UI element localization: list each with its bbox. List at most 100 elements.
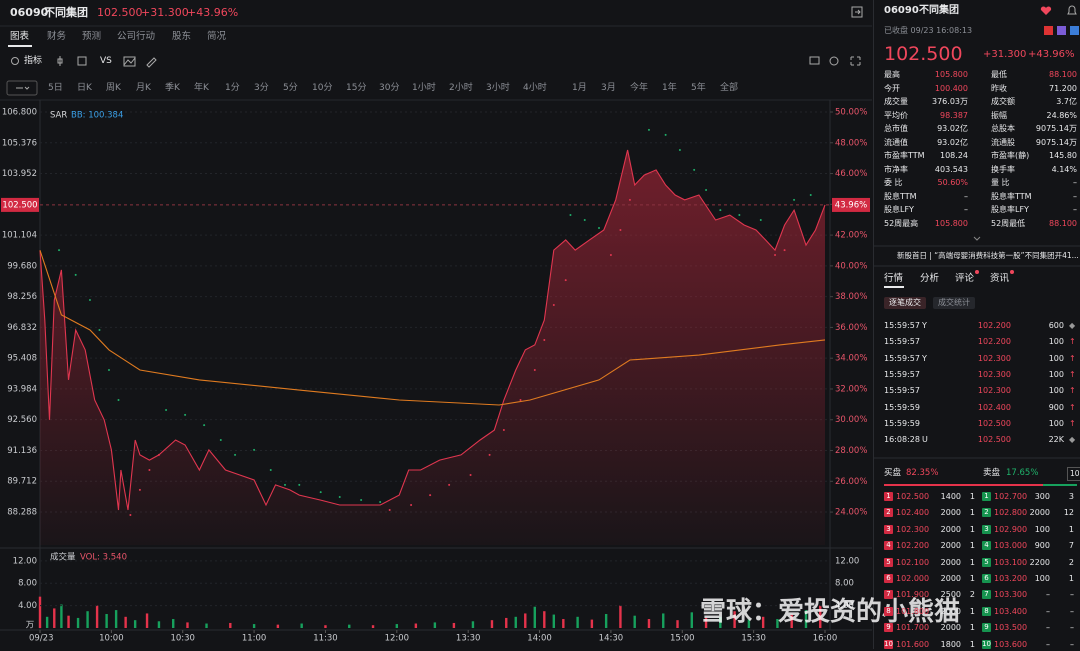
volume-bar bbox=[790, 614, 793, 628]
stat-label: 昨收 bbox=[991, 83, 1007, 93]
ask-volume: – bbox=[1046, 639, 1050, 649]
subtab[interactable]: 成交统计 bbox=[933, 297, 975, 309]
period-button[interactable]: 10分 bbox=[312, 83, 333, 93]
tab[interactable]: 预测 bbox=[82, 31, 102, 43]
period-button[interactable]: 30分 bbox=[379, 83, 400, 93]
subtab[interactable]: 逐笔成交 bbox=[884, 297, 926, 309]
stat-label: 成交额 bbox=[991, 97, 1015, 106]
period-button[interactable]: 日K bbox=[77, 83, 92, 93]
level-badge: 9 bbox=[982, 623, 991, 633]
stat-value: 145.80 bbox=[1049, 151, 1077, 160]
sar-dot bbox=[138, 488, 141, 491]
tab[interactable]: 财务 bbox=[47, 31, 67, 43]
trade-direction-icon: ↑ bbox=[1069, 337, 1076, 347]
stat-label: 流通股 bbox=[991, 137, 1015, 147]
ask-volume: – bbox=[1046, 606, 1050, 616]
volume-bar bbox=[761, 616, 765, 628]
y-tick-label: 96.832 bbox=[7, 323, 37, 333]
icon[interactable] bbox=[851, 6, 863, 18]
period-button[interactable]: 1年 bbox=[662, 83, 677, 93]
trade-price: 102.500 bbox=[977, 418, 1011, 428]
level-badge: 5 bbox=[982, 557, 991, 567]
period-button[interactable]: 1月 bbox=[572, 83, 587, 93]
period-button[interactable]: 5分 bbox=[283, 83, 298, 93]
sar-dot bbox=[157, 453, 160, 456]
sar-dot bbox=[719, 209, 722, 212]
panel-tab[interactable]: 行情 bbox=[884, 273, 904, 285]
level-badge: 1 bbox=[884, 492, 893, 501]
alert-icon[interactable] bbox=[1067, 5, 1077, 15]
depth-selector[interactable]: 10 bbox=[1067, 467, 1080, 481]
trade-direction-icon: ◆ bbox=[1069, 435, 1076, 445]
volume-bar bbox=[38, 596, 42, 628]
tab[interactable]: 图表 bbox=[10, 31, 30, 43]
period-button[interactable]: 季K bbox=[165, 83, 180, 93]
sar-dot bbox=[117, 399, 120, 402]
period-button[interactable]: 2小时 bbox=[449, 83, 473, 93]
period-button[interactable]: 月K bbox=[136, 83, 151, 93]
period-button[interactable]: 年K bbox=[194, 83, 209, 93]
volume-bar bbox=[471, 621, 475, 628]
period-button[interactable]: 1分 bbox=[225, 83, 240, 93]
volume-bar bbox=[747, 619, 751, 628]
expand-icon[interactable] bbox=[973, 236, 981, 241]
period-button[interactable]: 1小时 bbox=[412, 83, 436, 93]
sar-dot bbox=[388, 508, 391, 511]
trade-price: 102.300 bbox=[977, 386, 1011, 396]
period-button[interactable]: 5日 bbox=[48, 83, 63, 93]
y2-tick-label: 38.00% bbox=[835, 292, 867, 302]
tab[interactable]: 公司行动 bbox=[117, 31, 156, 43]
period-button[interactable]: 4小时 bbox=[523, 83, 547, 93]
panel-tab[interactable]: 分析 bbox=[920, 273, 940, 285]
sar-dot bbox=[619, 228, 622, 231]
sar-dot bbox=[98, 329, 101, 332]
volume-bar bbox=[105, 614, 108, 628]
bid-price: 101.800 bbox=[896, 606, 930, 616]
ask-orders: – bbox=[1070, 590, 1074, 600]
bid-orders: 1 bbox=[969, 557, 975, 567]
stat-label: 股息TTM bbox=[884, 191, 917, 201]
toolbar-button[interactable]: VS bbox=[100, 56, 112, 66]
chart-type-dropdown[interactable] bbox=[6, 80, 38, 96]
period-button[interactable]: 3月 bbox=[601, 83, 616, 93]
stat-label: 流通值 bbox=[884, 137, 908, 147]
panel-tab[interactable]: 评论 bbox=[955, 273, 975, 285]
trade-direction-icon: ↑ bbox=[1069, 353, 1076, 363]
sar-dot bbox=[647, 128, 650, 131]
y2-tick-label: 30.00% bbox=[835, 415, 867, 425]
market-flag bbox=[1057, 26, 1066, 35]
period-button[interactable]: 5年 bbox=[691, 83, 706, 93]
panel-tab[interactable]: 资讯 bbox=[990, 273, 1010, 285]
volume-bar bbox=[172, 619, 175, 628]
tab[interactable]: 简况 bbox=[207, 31, 227, 43]
stat-label: 今开 bbox=[884, 83, 900, 93]
trade-price: 102.400 bbox=[977, 402, 1011, 412]
sar-dot bbox=[738, 214, 741, 217]
period-button[interactable]: 15分 bbox=[346, 83, 367, 93]
level-badge: 2 bbox=[982, 508, 991, 518]
bid-title: 买盘 bbox=[884, 467, 902, 478]
tab[interactable]: 股东 bbox=[172, 31, 192, 43]
toolbar-button[interactable]: 指标 bbox=[24, 56, 43, 66]
sar-dot bbox=[184, 413, 187, 416]
trade-flag: Y bbox=[922, 321, 927, 330]
x-tick-label: 10:30 bbox=[170, 634, 195, 644]
bid-price: 102.000 bbox=[896, 574, 930, 583]
period-button[interactable]: 全部 bbox=[720, 83, 739, 93]
y2-tick-label: 36.00% bbox=[835, 323, 867, 333]
bid-price: 101.900 bbox=[896, 590, 930, 600]
period-button[interactable]: 3小时 bbox=[486, 83, 510, 93]
stat-value: – bbox=[1073, 178, 1077, 187]
period-button[interactable]: 周K bbox=[106, 83, 121, 93]
volume-bar bbox=[252, 624, 256, 628]
toolbar-icons[interactable] bbox=[11, 56, 861, 90]
period-button[interactable]: 今年 bbox=[630, 83, 649, 93]
sar-dot bbox=[234, 453, 237, 456]
favorite-icon[interactable] bbox=[1040, 6, 1052, 15]
period-button[interactable]: 3分 bbox=[254, 83, 269, 93]
y2-tick-label: 34.00% bbox=[835, 354, 867, 364]
panel-price: 102.500 bbox=[884, 42, 963, 65]
stat-label: 委 比 bbox=[884, 178, 903, 187]
ask-price: 103.600 bbox=[994, 639, 1028, 649]
